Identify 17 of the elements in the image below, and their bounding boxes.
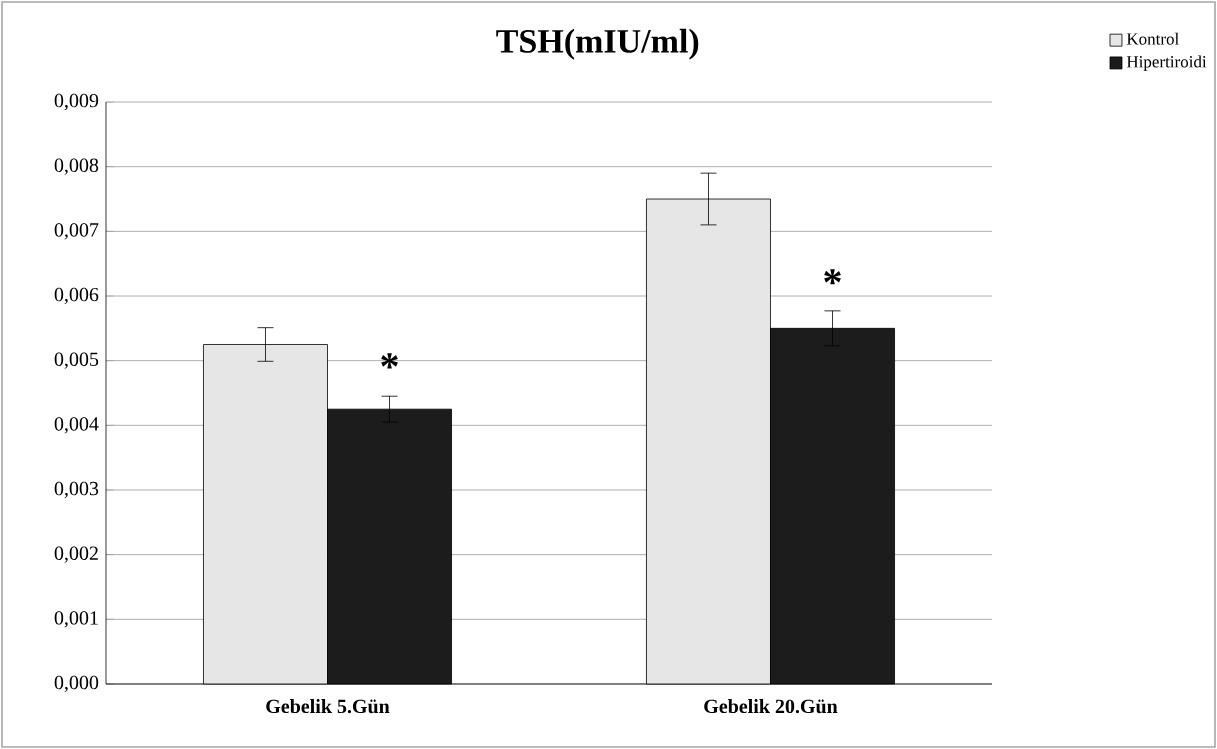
y-tick-label: 0,009 (54, 93, 99, 111)
legend-label: Hipertiroidi (1126, 55, 1207, 71)
y-tick-label: 0,006 (54, 287, 99, 305)
y-tick-label: 0,000 (54, 675, 99, 693)
x-tick-label: Gebelik 20.Gün (704, 699, 838, 714)
y-tick-label: 0,003 (54, 481, 99, 499)
y-tick-label: 0,004 (54, 417, 99, 434)
y-tick-label: 0,007 (54, 223, 99, 240)
y-tick-label: 0,001 (54, 611, 98, 628)
x-tick-label: Gebelik 5.Gün (266, 699, 390, 714)
annotation: * (824, 269, 841, 285)
y-tick-label: 0,008 (54, 158, 99, 175)
chart-title: TSH(mIU/ml) (496, 28, 699, 60)
annotation: * (381, 353, 398, 369)
legend-label: Kontrol (1126, 32, 1179, 45)
y-tick-label: 0,005 (54, 352, 99, 369)
y-tick-label: 0,002 (54, 546, 98, 563)
